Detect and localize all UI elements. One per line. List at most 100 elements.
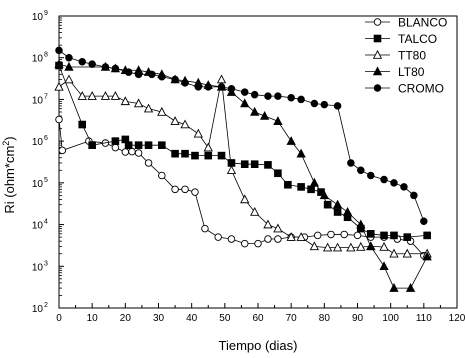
y-tick-label-base: 10 bbox=[32, 137, 44, 148]
data-point-blanco bbox=[327, 230, 335, 239]
x-tick-label: 20 bbox=[120, 313, 132, 324]
x-tick-label: 110 bbox=[416, 313, 432, 324]
data-point-tt80 bbox=[402, 248, 412, 258]
data-point-lt80 bbox=[273, 116, 283, 125]
data-point-talco bbox=[403, 233, 412, 241]
data-point-blanco bbox=[121, 148, 130, 156]
data-point-cromo bbox=[297, 95, 305, 104]
data-point-blanco bbox=[58, 146, 67, 155]
legend-label-blanco: BLANCO bbox=[398, 16, 447, 30]
data-point-cromo bbox=[410, 191, 418, 200]
x-tick-label: 90 bbox=[352, 313, 364, 324]
data-point-tt80 bbox=[296, 232, 306, 241]
data-point-cromo bbox=[347, 159, 355, 167]
data-point-cromo bbox=[88, 60, 96, 68]
x-axis: 0 10 20 30 40 50 60 70 80 90 100 110 120 bbox=[56, 303, 465, 324]
data-point-tt80 bbox=[110, 91, 121, 100]
data-point-blanco bbox=[227, 235, 236, 243]
x-tick-label: 70 bbox=[286, 313, 298, 324]
series-layer bbox=[54, 46, 432, 292]
data-point-lt80 bbox=[64, 61, 74, 71]
data-point-tt80 bbox=[133, 98, 144, 108]
data-point-blanco bbox=[313, 231, 322, 240]
data-point-blanco bbox=[55, 115, 63, 124]
data-point-lt80 bbox=[379, 261, 389, 271]
data-point-lt80 bbox=[356, 219, 366, 229]
data-point-talco bbox=[158, 141, 166, 149]
legend-marker-talco bbox=[373, 34, 382, 43]
x-tick-label: 80 bbox=[319, 313, 331, 324]
data-point-cromo bbox=[320, 100, 329, 109]
data-point-talco bbox=[264, 161, 272, 169]
data-point-tt80 bbox=[309, 241, 320, 251]
x-tick-label: 100 bbox=[382, 313, 399, 324]
x-tick-label: 10 bbox=[87, 313, 99, 324]
data-point-cromo bbox=[101, 63, 110, 71]
y-tick-label-exp: 4 bbox=[44, 219, 48, 226]
y-tick-label-base: 10 bbox=[32, 221, 44, 232]
y-tick-label: 10 bbox=[32, 95, 44, 106]
data-point-lt80 bbox=[309, 177, 320, 187]
series-tt80 bbox=[54, 74, 432, 258]
y-tick-label-exp: 5 bbox=[44, 177, 48, 184]
data-point-cromo bbox=[227, 85, 236, 93]
data-point-talco bbox=[240, 160, 249, 169]
x-tick-label: 50 bbox=[219, 313, 231, 324]
data-point-tt80 bbox=[120, 96, 130, 106]
data-point-blanco bbox=[144, 159, 153, 167]
data-point-tt80 bbox=[379, 241, 389, 251]
data-point-cromo bbox=[400, 183, 408, 191]
data-point-tt80 bbox=[193, 128, 203, 138]
legend-item-cromo: CROMO bbox=[365, 82, 444, 96]
data-point-talco bbox=[191, 151, 199, 160]
data-point-talco bbox=[366, 230, 375, 238]
y-axis-title: Ri (ohm*cm2) bbox=[1, 136, 17, 213]
data-point-talco bbox=[274, 169, 282, 178]
x-tick-label: 0 bbox=[56, 313, 62, 324]
y-tick-label: 10 bbox=[32, 262, 44, 273]
data-point-cromo bbox=[217, 83, 226, 91]
legend-item-blanco: BLANCO bbox=[365, 16, 447, 30]
data-point-talco bbox=[307, 185, 315, 194]
data-point-tt80 bbox=[170, 116, 180, 125]
legend-item-talco: TALCO bbox=[365, 32, 437, 46]
y-axis-title-sup: 2 bbox=[1, 141, 11, 146]
x-tick-label: 30 bbox=[153, 313, 165, 324]
data-point-lt80 bbox=[366, 241, 376, 251]
data-point-tt80 bbox=[273, 223, 283, 233]
data-point-lt80 bbox=[405, 283, 416, 292]
data-point-cromo bbox=[357, 166, 365, 175]
x-axis-title: Tiempo (dias) bbox=[219, 338, 298, 353]
data-point-cromo bbox=[65, 53, 73, 62]
data-point-cromo bbox=[367, 171, 375, 180]
data-point-talco bbox=[78, 120, 87, 129]
legend-label-tt80: TT80 bbox=[398, 49, 426, 63]
data-point-blanco bbox=[264, 235, 272, 243]
data-point-tt80 bbox=[216, 74, 227, 84]
data-point-talco bbox=[390, 231, 398, 240]
legend-label-lt80: LT80 bbox=[398, 65, 425, 79]
data-point-tt80 bbox=[77, 91, 87, 100]
data-point-tt80 bbox=[143, 103, 154, 113]
data-point-talco bbox=[144, 141, 153, 149]
data-point-cromo bbox=[78, 58, 86, 66]
data-point-cromo bbox=[250, 90, 259, 99]
data-point-talco bbox=[297, 183, 305, 191]
data-point-cromo bbox=[274, 92, 282, 100]
data-point-lt80 bbox=[422, 251, 432, 261]
legend-item-tt80: TT80 bbox=[365, 49, 426, 63]
data-point-cromo bbox=[310, 99, 319, 108]
legend-label-talco: TALCO bbox=[398, 32, 437, 46]
data-point-cromo bbox=[204, 83, 212, 91]
data-point-lt80 bbox=[259, 110, 270, 120]
data-point-cromo bbox=[380, 175, 388, 184]
legend-label-cromo: CROMO bbox=[398, 82, 444, 96]
y-tick-label-exp: 8 bbox=[44, 52, 48, 59]
data-point-cromo bbox=[264, 92, 272, 100]
data-point-blanco bbox=[214, 233, 222, 241]
data-point-lt80 bbox=[332, 199, 343, 209]
data-point-tt80 bbox=[389, 248, 399, 258]
